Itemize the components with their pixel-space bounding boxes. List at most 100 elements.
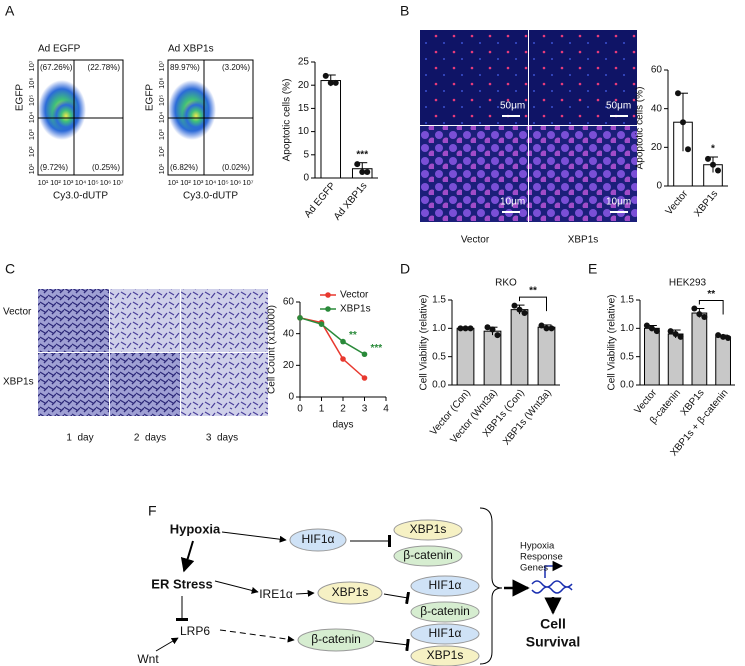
node: XBP1s	[332, 585, 369, 599]
node: Genes	[520, 563, 548, 574]
bracket	[519, 296, 547, 312]
quadrant-label: (6.82%)	[170, 163, 198, 172]
marker	[340, 338, 346, 345]
y-axis-label: Cell Viability (relative)	[419, 295, 430, 391]
panel-label: B	[400, 3, 409, 19]
group-label: XBP1s	[568, 235, 599, 246]
plot-title: Ad EGFP	[38, 44, 81, 55]
marker	[361, 375, 368, 381]
data-point	[538, 322, 545, 329]
y-tick-label: 1.5	[620, 295, 634, 306]
scale-label: 10μm	[606, 197, 631, 208]
node: Hypoxia	[520, 541, 555, 552]
data-point	[653, 328, 660, 335]
data-point	[494, 332, 501, 339]
chart-title: RKO	[495, 278, 517, 289]
x-tick-label: 10⁴	[205, 178, 217, 187]
y-tick-label: 10⁵	[27, 95, 36, 106]
y-tick-label: 10²	[27, 146, 36, 157]
data-point	[648, 325, 655, 332]
y-tick-label: 10⁵	[157, 95, 166, 106]
y-tick-label: 0	[303, 173, 309, 184]
x-tick-label: 10²	[50, 178, 61, 187]
node: HIF1α	[429, 578, 462, 592]
data-point	[548, 325, 555, 332]
x-axis-label: days	[332, 420, 353, 431]
panel-label: D	[400, 261, 410, 277]
row-label: Vector	[3, 307, 32, 318]
data-point	[696, 311, 703, 318]
y-axis-label: Apoptotic cells (%)	[635, 87, 646, 170]
node-shape	[410, 623, 480, 645]
y-tick-label: 10⁴	[157, 112, 166, 124]
bar	[537, 326, 556, 386]
data-point	[521, 310, 528, 317]
y-tick-label: 10³	[27, 129, 36, 140]
y-tick-label: 0	[288, 392, 294, 403]
quadrant-label: (0.25%)	[92, 163, 120, 172]
node-shape	[317, 581, 383, 605]
x-tick-label: 3	[362, 404, 368, 415]
y-tick-label: 10⁷	[27, 60, 36, 71]
x-axis-label: Cy3.0-dUTP	[53, 191, 108, 202]
x-tick-label: 10³	[63, 178, 74, 187]
x-tick-label: 10⁵	[217, 178, 228, 187]
y-tick-label: 10⁷	[157, 60, 166, 71]
x-tick-label: 10³	[193, 178, 204, 187]
y-tick-label: 5	[303, 149, 309, 160]
panel-label: A	[5, 3, 15, 19]
node: β-catenin	[420, 604, 470, 618]
data-point	[720, 333, 727, 340]
data-point	[701, 314, 708, 320]
scale-label: 50μm	[500, 101, 525, 112]
x-tick-label: 10²	[180, 178, 191, 187]
x-tick-label: 1	[319, 404, 325, 415]
image	[38, 353, 109, 416]
y-tick-label: 20	[283, 360, 295, 371]
y-axis-label: Apoptotic cells (%)	[282, 79, 293, 162]
legend-swatch	[325, 292, 331, 298]
x-tick-label: 0	[297, 404, 303, 415]
density	[52, 100, 80, 132]
data-point	[467, 325, 474, 332]
chart-title: HEK293	[669, 278, 707, 289]
diagram: Hypoxia ER Stress IRE1α LRP6 Wnt	[137, 507, 573, 666]
y-tick-label: 40	[283, 328, 295, 339]
inhibit	[374, 638, 410, 652]
x-tick-label: 10¹	[38, 178, 49, 187]
arrow	[180, 540, 195, 573]
x-tick-label: XBP1s (Wnt3a)	[501, 388, 554, 448]
quadrant-label: (0.02%)	[222, 163, 250, 172]
y-tick-label: 10²	[157, 146, 166, 157]
data-point	[489, 326, 496, 333]
significance: ***	[371, 343, 383, 354]
y-tick-label: 60	[651, 65, 663, 76]
legend-label: XBP1s	[340, 304, 371, 315]
data-point	[672, 331, 679, 337]
node: XBP1s	[427, 648, 464, 662]
y-tick-label: 10¹	[27, 163, 36, 174]
node: Cell	[540, 616, 566, 632]
arrow	[221, 531, 287, 543]
panel-label: E	[588, 261, 597, 277]
quadrant-label: (22.78%)	[88, 63, 121, 72]
scale-label: 50μm	[606, 101, 631, 112]
y-tick-label: 25	[298, 57, 310, 68]
node-shape	[410, 575, 480, 597]
scale-label: 10μm	[500, 197, 525, 208]
y-tick-label: 1.0	[432, 323, 446, 334]
arrow	[219, 629, 295, 643]
legend-swatch	[325, 306, 331, 312]
image	[181, 353, 268, 416]
node: Survival	[526, 634, 580, 650]
marker	[361, 351, 368, 358]
node: LRP6	[180, 624, 210, 638]
quadrant-label: (67.26%)	[40, 63, 73, 72]
column-label: 1 day	[66, 433, 93, 444]
image	[181, 289, 268, 352]
x-tick-label: 10⁷	[112, 178, 123, 187]
inhibit	[383, 591, 410, 605]
image	[38, 289, 109, 352]
bar	[510, 309, 529, 386]
y-tick-label: 0.5	[432, 351, 446, 362]
